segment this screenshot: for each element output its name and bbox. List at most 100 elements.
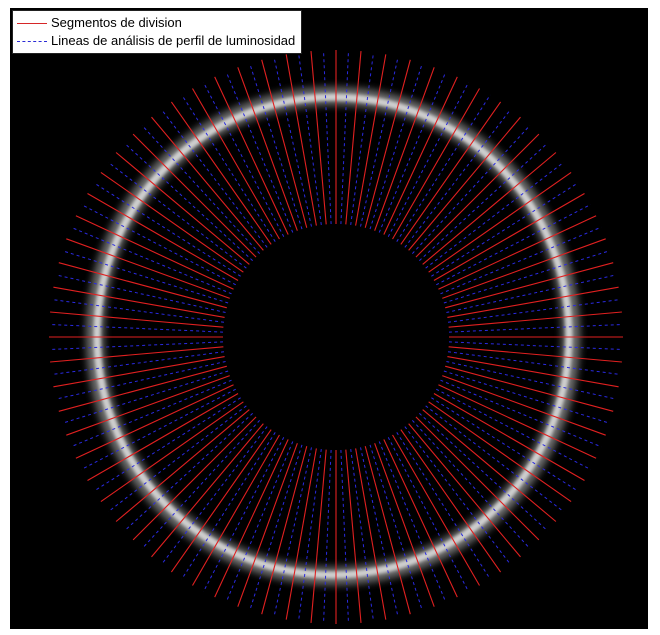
- profile-line: [360, 447, 399, 618]
- segment-line: [214, 439, 289, 598]
- segment-line: [374, 443, 435, 607]
- profile-line: [446, 361, 617, 400]
- profile-line: [107, 161, 247, 269]
- profile-line: [418, 142, 548, 262]
- segment-line: [75, 215, 234, 290]
- profile-line: [141, 419, 261, 549]
- profile-line: [62, 250, 229, 304]
- profile-line: [225, 71, 294, 233]
- profile-line: [435, 204, 591, 286]
- profile-line: [81, 204, 237, 286]
- profile-line: [51, 299, 225, 323]
- profile-line: [378, 71, 447, 233]
- segment-line: [50, 346, 224, 363]
- profile-line: [440, 226, 602, 295]
- profile-line: [70, 379, 232, 448]
- segment-line: [383, 76, 458, 235]
- profile-line: [160, 426, 268, 566]
- segment-line: [447, 356, 619, 388]
- profile-line: [249, 63, 303, 230]
- segment-line: [442, 375, 606, 436]
- segment-line: [433, 393, 585, 481]
- segment-line: [100, 401, 244, 503]
- segment-line: [444, 262, 614, 309]
- segment-line: [400, 101, 502, 245]
- segment-line: [170, 101, 272, 245]
- profile-line: [181, 94, 276, 242]
- segment-line: [53, 356, 225, 388]
- profile-line: [369, 444, 423, 611]
- profile-line: [404, 108, 512, 248]
- profile-line: [418, 412, 548, 532]
- profile-line: [443, 370, 610, 424]
- profile-line: [340, 50, 349, 225]
- segment-line: [428, 401, 572, 503]
- segment-line: [192, 434, 280, 586]
- segment-line: [192, 88, 280, 240]
- profile-line: [141, 125, 261, 255]
- segment-line: [392, 88, 480, 240]
- profile-line: [369, 63, 423, 230]
- profile-line: [273, 56, 312, 227]
- segment-line: [345, 449, 362, 623]
- segment-line: [151, 423, 264, 558]
- profile-line: [55, 274, 226, 313]
- segment-line: [132, 416, 257, 541]
- profile-line: [378, 441, 447, 603]
- profile-line: [447, 299, 621, 323]
- profile-line: [70, 226, 232, 295]
- profile-line: [387, 82, 469, 238]
- segment-line: [448, 346, 622, 363]
- segment-line: [58, 262, 228, 309]
- profile-line: [203, 436, 285, 592]
- profile-line: [55, 361, 226, 400]
- segment-lines-group: [49, 50, 623, 624]
- segment-line: [310, 449, 327, 623]
- segment-line: [364, 445, 411, 615]
- segment-line: [408, 423, 521, 558]
- profile-line: [440, 379, 602, 448]
- segment-line: [400, 429, 502, 573]
- profile-line: [350, 52, 374, 226]
- segment-line: [422, 152, 557, 265]
- segment-line: [285, 448, 317, 620]
- segment-line: [87, 393, 239, 481]
- profile-line: [396, 432, 491, 580]
- profile-line: [431, 182, 579, 277]
- segment-line: [285, 54, 317, 226]
- segment-line: [132, 133, 257, 258]
- legend-label: Lineas de análisis de perfil de luminosi…: [51, 33, 296, 48]
- segment-line: [100, 171, 244, 273]
- segment-line: [66, 375, 230, 436]
- segment-line: [383, 439, 458, 598]
- segment-line: [448, 311, 622, 328]
- profile-line: [411, 125, 531, 255]
- segment-line: [87, 193, 239, 281]
- profile-line: [49, 324, 224, 333]
- profile-line: [340, 449, 349, 624]
- segment-line: [310, 51, 327, 225]
- profile-line: [425, 161, 565, 269]
- profile-line: [448, 324, 623, 333]
- legend-item-segments: Segmentos de division: [17, 14, 295, 32]
- segment-line: [237, 67, 298, 231]
- profile-line: [448, 341, 623, 350]
- segment-line: [66, 238, 230, 299]
- segment-line: [151, 116, 264, 251]
- legend-swatch-dashed: [17, 40, 47, 42]
- segment-line: [374, 67, 435, 231]
- profile-line: [435, 388, 591, 470]
- segment-line: [261, 445, 308, 615]
- segment-line: [237, 443, 298, 607]
- segment-line: [408, 116, 521, 251]
- profile-line: [81, 388, 237, 470]
- legend-swatch-solid: [17, 22, 47, 24]
- ring-band: [93, 93, 573, 579]
- profile-line: [249, 444, 303, 611]
- segment-line: [428, 171, 572, 273]
- profile-line: [387, 436, 469, 592]
- profile-line: [298, 448, 322, 622]
- segment-line: [447, 286, 619, 318]
